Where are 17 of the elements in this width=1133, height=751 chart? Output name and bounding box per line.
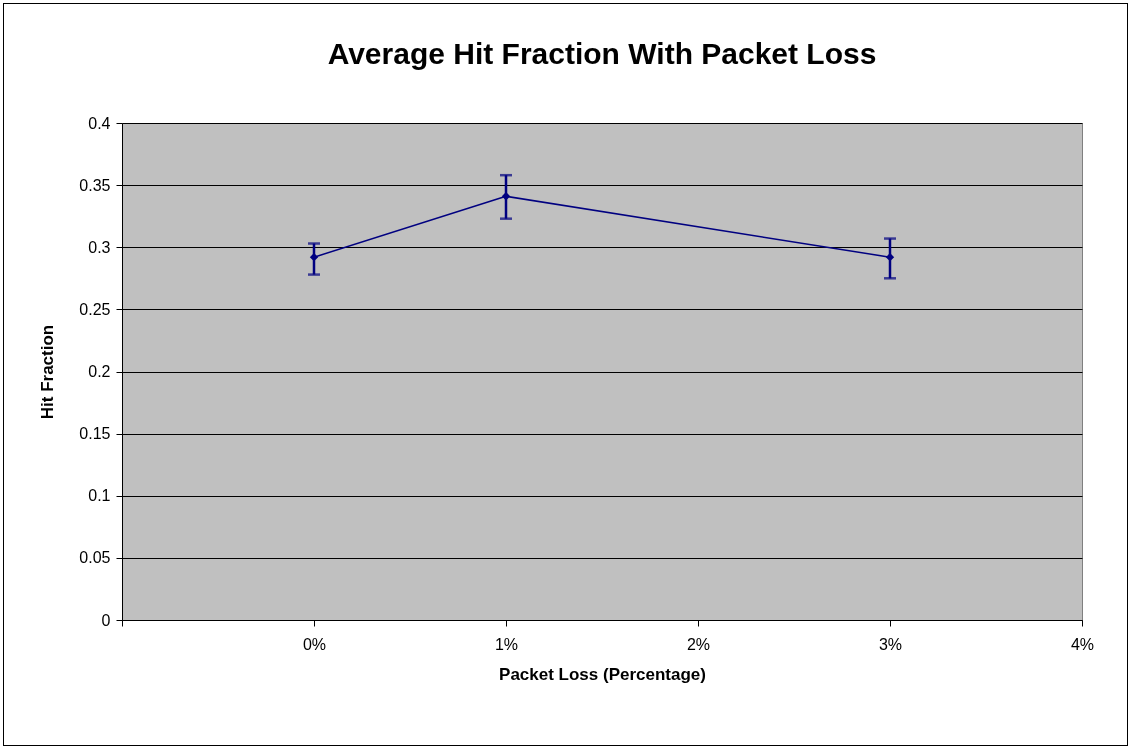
- x-axis-title: Packet Loss (Percentage): [499, 664, 706, 684]
- x-tick-label: 3%: [878, 635, 903, 653]
- x-tick-label: 2%: [686, 635, 711, 653]
- x-tick-label: 1%: [494, 635, 519, 653]
- y-tick-label: 0.05: [79, 549, 111, 567]
- y-tick-label: 0: [101, 611, 111, 629]
- y-tick-label: 0.3: [88, 238, 111, 256]
- y-tick-label: 0.15: [79, 425, 111, 443]
- y-tick-label: 0.4: [88, 114, 111, 132]
- y-axis-title: Hit Fraction: [38, 324, 58, 420]
- y-tick-label: 0.2: [88, 363, 111, 380]
- y-tick-label: 0.1: [88, 487, 111, 505]
- x-tick-label: 0%: [302, 635, 327, 653]
- chart-title: Average Hit Fraction With Packet Loss: [327, 37, 877, 70]
- y-tick-label: 0.35: [79, 176, 111, 194]
- y-tick-label: 0.25: [79, 300, 111, 318]
- x-tick-label: 4%: [1070, 635, 1095, 653]
